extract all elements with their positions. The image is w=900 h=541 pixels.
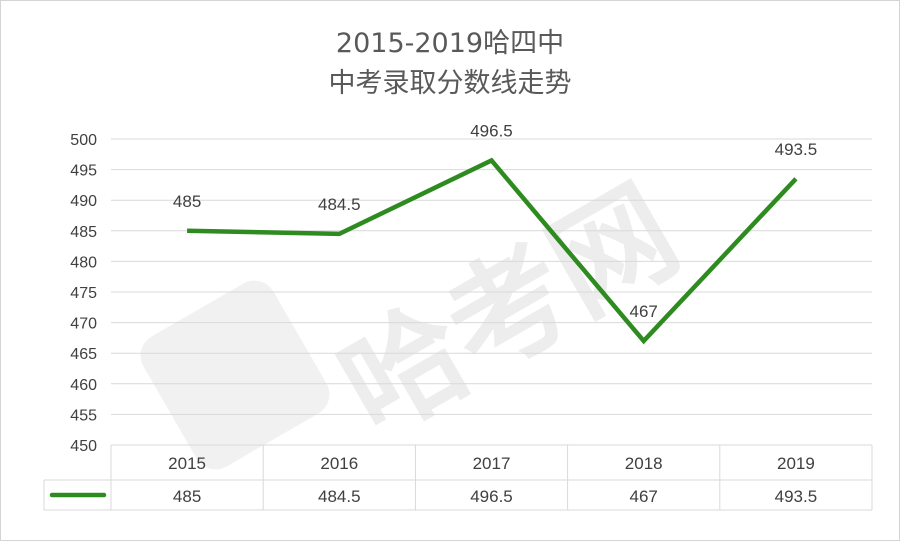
table-value-cell: 496.5 <box>470 487 513 506</box>
data-label: 484.5 <box>318 195 361 214</box>
x-tick-label: 2018 <box>625 454 663 473</box>
data-label: 467 <box>630 302 658 321</box>
chart-title-line1: 2015-2019哈四中 <box>336 28 564 59</box>
y-tick-label: 485 <box>70 224 97 241</box>
table-value-cell: 484.5 <box>318 487 361 506</box>
y-tick-label: 450 <box>70 438 97 455</box>
data-label: 485 <box>173 192 201 211</box>
x-tick-label: 2017 <box>473 454 511 473</box>
watermark: 哈考网 <box>140 161 700 470</box>
table-value-cell: 493.5 <box>775 487 818 506</box>
y-tick-label: 455 <box>70 407 97 424</box>
y-tick-label: 470 <box>70 316 97 333</box>
y-tick-label: 465 <box>70 346 97 363</box>
table-value-cell: 467 <box>630 487 658 506</box>
y-axis-ticks: 500 495 490 485 480 475 470 465 460 455 450 <box>70 132 97 455</box>
data-label: 493.5 <box>775 140 818 159</box>
x-tick-label: 2016 <box>320 454 358 473</box>
data-label: 496.5 <box>470 121 513 140</box>
data-table: 2015 485 2016 484.5 2017 496.5 2018 467 2019 493.… <box>43 444 873 511</box>
x-tick-label: 2015 <box>168 454 206 473</box>
data-labels: 485 484.5 496.5 467 493.5 <box>173 121 817 321</box>
series-layer <box>187 157 798 345</box>
y-tick-label: 475 <box>70 285 97 302</box>
y-tick-label: 500 <box>70 132 97 149</box>
table-value-cell: 485 <box>173 487 201 506</box>
y-tick-label: 480 <box>70 254 97 271</box>
x-tick-label: 2019 <box>777 454 815 473</box>
chart-title-line2: 中考录取分数线走势 <box>329 68 572 99</box>
y-tick-label: 490 <box>70 193 97 210</box>
y-tick-label: 495 <box>70 163 97 180</box>
y-tick-label: 460 <box>70 377 97 394</box>
